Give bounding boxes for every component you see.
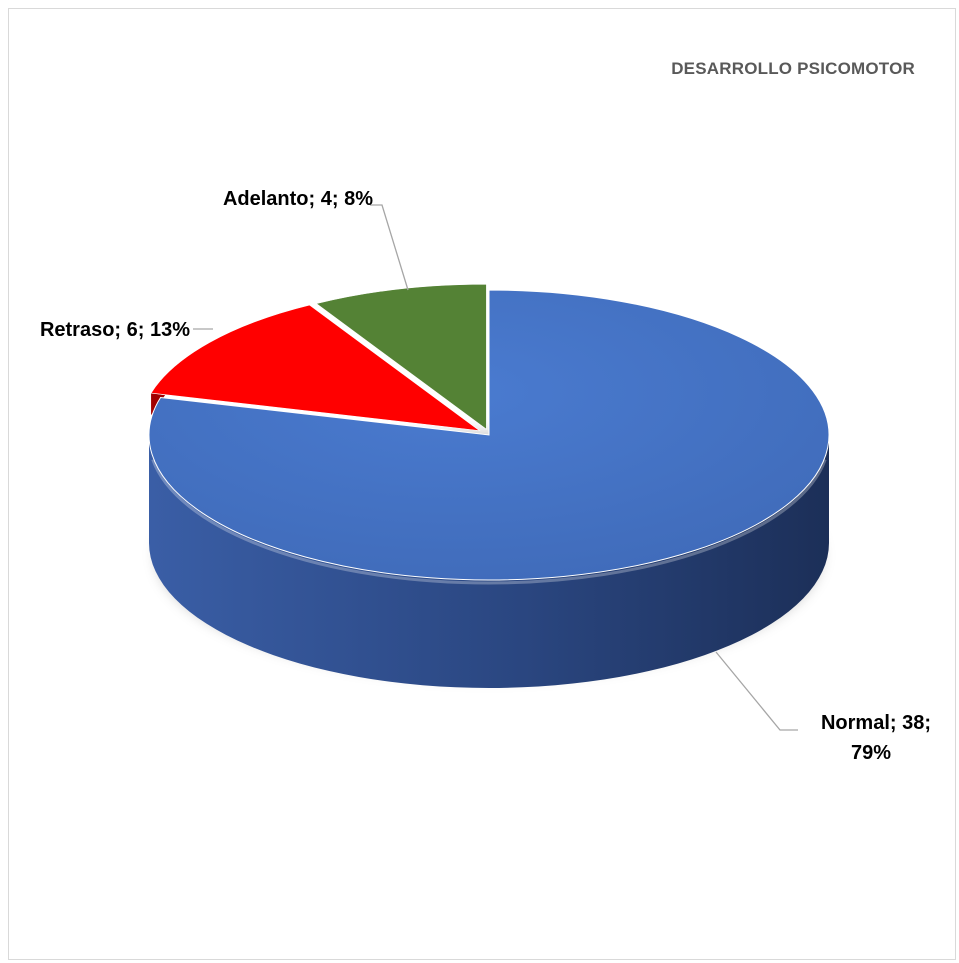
pie-rim-highlight bbox=[151, 459, 827, 585]
data-label-normal: Normal; 38; 79% bbox=[821, 712, 931, 764]
pie-side-normal bbox=[149, 435, 829, 688]
pie-slice-normal bbox=[148, 289, 830, 581]
pie-slice-retraso bbox=[150, 304, 481, 432]
data-label-adelanto: Adelanto; 4; 8% bbox=[223, 188, 373, 210]
pie-slice-adelanto bbox=[315, 283, 487, 430]
data-label-retraso: Retraso; 6; 13% bbox=[40, 319, 190, 341]
leader-line-normal bbox=[715, 651, 798, 731]
leader-line-adelanto bbox=[370, 204, 409, 291]
chart-title: DESARROLLO PSICOMOTOR bbox=[671, 59, 915, 78]
